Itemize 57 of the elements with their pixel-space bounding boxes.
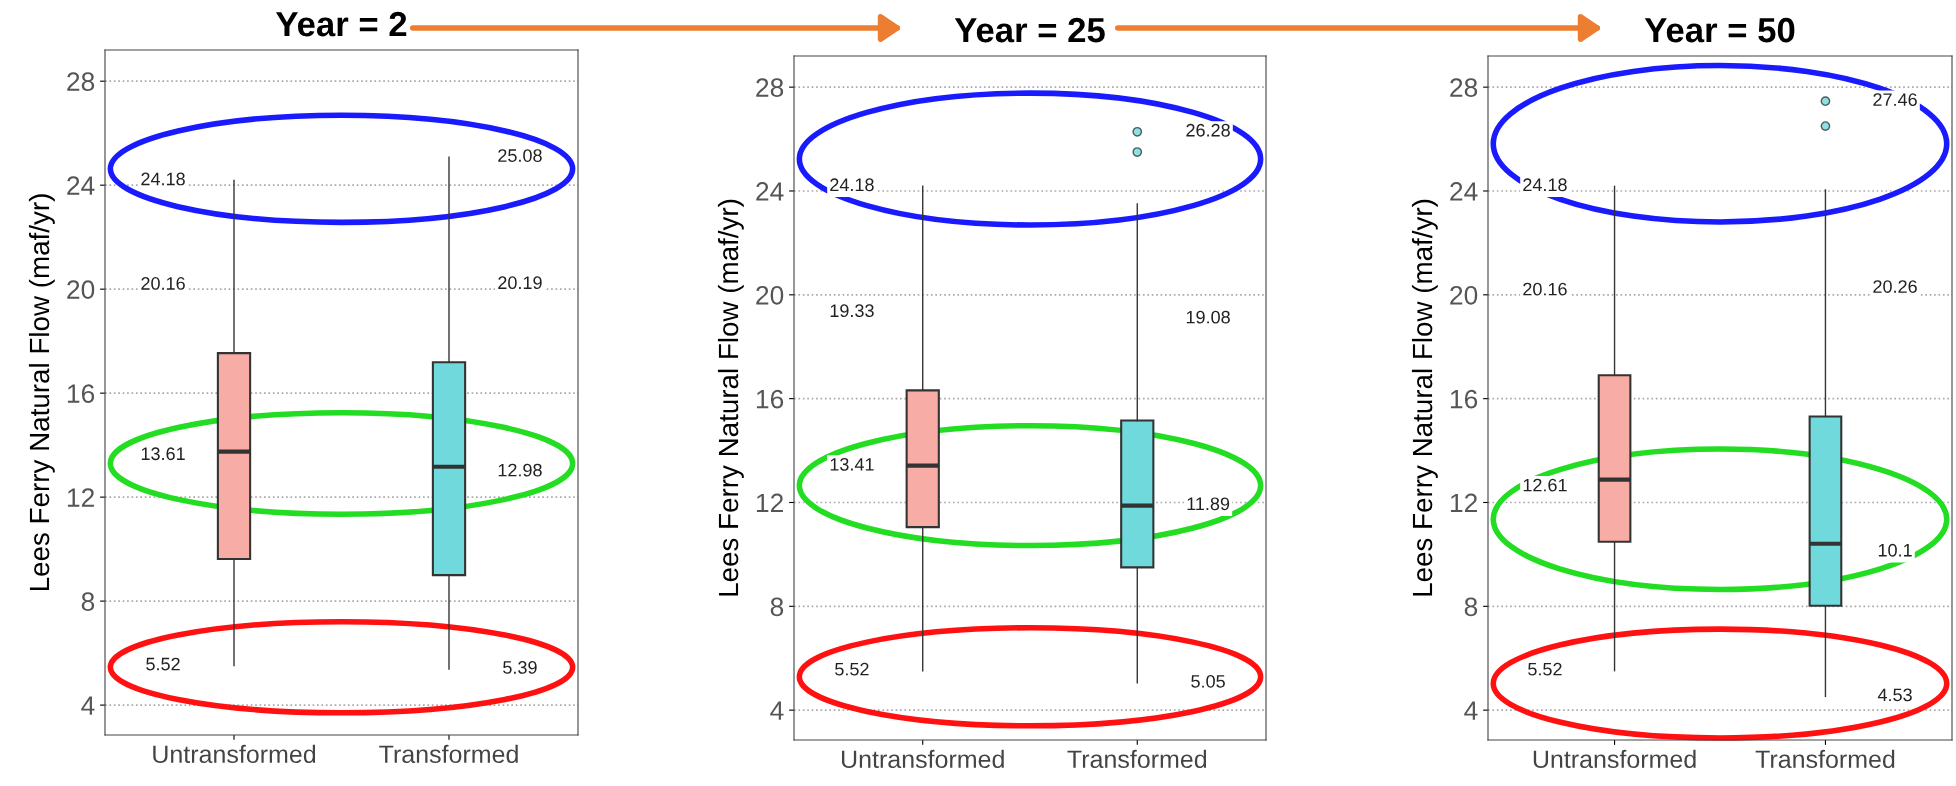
y-tick-label: 20 <box>1450 285 1478 305</box>
y-axis-title: Lees Ferry Natural Flow (maf/yr) <box>717 199 744 596</box>
y-tick-label: 28 <box>756 78 784 97</box>
annotation: 24.18 <box>830 178 874 192</box>
annotation: 24.18 <box>1523 178 1567 192</box>
y-tick-label: 24 <box>67 176 95 195</box>
annotation: 20.16 <box>1523 282 1567 296</box>
annotation: 13.41 <box>830 457 874 471</box>
y-tick-label: 20 <box>756 285 784 305</box>
y-tick-label: 16 <box>67 384 95 403</box>
y-tick-label: 28 <box>67 72 95 92</box>
y-tick-label: 4 <box>81 696 95 715</box>
annotation: 5.52 <box>146 657 180 671</box>
annotation: 20.26 <box>1873 280 1917 293</box>
annotation: 20.19 <box>498 276 542 290</box>
y-tick-label: 16 <box>756 389 784 409</box>
annotation: 24.18 <box>141 172 185 186</box>
annotation: 19.33 <box>830 304 874 318</box>
y-axis-title: Lees Ferry Natural Flow (maf/yr) <box>28 194 55 591</box>
annotation: 19.08 <box>1186 310 1230 324</box>
annotation: 12.98 <box>498 463 542 477</box>
y-tick-label: 12 <box>67 488 94 507</box>
annotation: 5.52 <box>835 662 869 676</box>
y-tick-label: 24 <box>1450 182 1478 201</box>
chart-title: Year = 25 <box>954 17 1105 43</box>
chart-title: Year = 2 <box>275 11 407 37</box>
x-tick-label: Transformed <box>1067 749 1207 769</box>
y-tick-label: 12 <box>1450 493 1477 513</box>
x-tick-label: Transformed <box>1755 749 1895 769</box>
annotation: 12.61 <box>1523 478 1567 492</box>
annotation: 26.28 <box>1186 123 1230 137</box>
annotation: 5.39 <box>503 661 537 674</box>
y-tick-label: 24 <box>756 182 784 201</box>
y-tick-label: 4 <box>1464 701 1478 720</box>
y-axis-title: Lees Ferry Natural Flow (maf/yr) <box>1411 199 1438 596</box>
y-tick-label: 20 <box>67 280 95 299</box>
y-tick-label: 12 <box>756 493 783 513</box>
y-tick-label: 28 <box>1450 78 1478 97</box>
x-tick-label: Untransformed <box>153 744 316 764</box>
annotation: 5.52 <box>1528 662 1562 676</box>
annotation: 5.05 <box>1191 674 1225 688</box>
x-tick-label: Untransformed <box>1533 749 1696 769</box>
y-tick-label: 16 <box>1450 389 1478 409</box>
annotation: 13.61 <box>141 447 185 461</box>
x-tick-label: Transformed <box>379 744 518 764</box>
annotation: 11.89 <box>1187 497 1230 511</box>
annotation: 4.53 <box>1877 688 1912 702</box>
annotation: 27.46 <box>1873 93 1917 107</box>
y-tick-label: 4 <box>770 701 784 720</box>
x-tick-label: Untransformed <box>841 749 1004 769</box>
annotation: 25.08 <box>498 149 542 162</box>
chart-title: Year = 50 <box>1644 17 1795 43</box>
y-tick-label: 8 <box>1464 597 1478 617</box>
y-tick-label: 8 <box>81 592 95 611</box>
y-tick-label: 8 <box>770 597 784 617</box>
annotation: 20.16 <box>141 277 185 290</box>
annotation: 10.1 <box>1878 543 1912 557</box>
